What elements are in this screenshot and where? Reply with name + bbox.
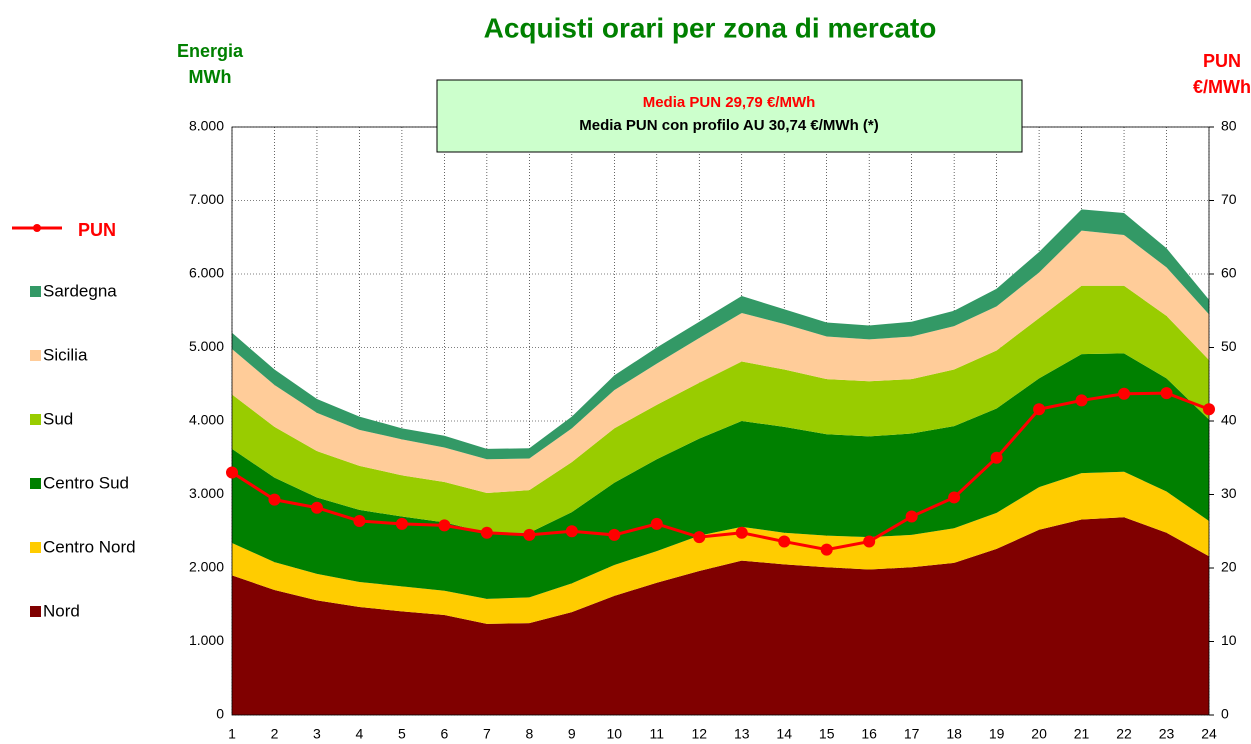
- y2-tick-label: 20: [1221, 559, 1237, 575]
- point: [1160, 387, 1173, 400]
- x-tick-label: 15: [819, 726, 835, 742]
- y-tick-label: 4.000: [189, 412, 224, 428]
- y-tick-label: 3.000: [189, 485, 224, 501]
- legend-label: PUN: [78, 220, 116, 240]
- x-tick-label: 9: [568, 726, 576, 742]
- legend-swatch: [30, 286, 41, 297]
- y2-tick-label: 60: [1221, 265, 1237, 281]
- point: [948, 491, 961, 504]
- area: [232, 285, 1209, 533]
- x-tick-label: 19: [989, 726, 1005, 742]
- legend-swatch: [30, 606, 41, 617]
- legend-label: Centro Sud: [43, 473, 129, 492]
- y-tick-label: 8.000: [189, 118, 224, 134]
- line: [231, 391, 1210, 552]
- x-tick-label: 10: [607, 726, 623, 742]
- annotation: Media PUN 29,79 €/MWh: [643, 94, 816, 111]
- y-tick-label: 6.000: [189, 265, 224, 281]
- legend-swatch: [30, 542, 41, 553]
- point: [268, 493, 281, 506]
- y2-tick-label: 30: [1221, 485, 1237, 501]
- x-tick-label: 14: [776, 726, 792, 742]
- y2-tick-label: 80: [1221, 118, 1237, 134]
- annotation: Media PUN con profilo AU 30,74 €/MWh (*): [579, 117, 878, 134]
- legend-marker: [33, 224, 41, 232]
- y2-axis-label: €/MWh: [1193, 77, 1251, 97]
- area: [232, 517, 1209, 715]
- legend-label: Sardegna: [43, 281, 117, 300]
- x-tick-label: 6: [440, 726, 448, 742]
- legend-swatch: [30, 478, 41, 489]
- y2-axis-label: PUN: [1203, 51, 1241, 71]
- y-tick-label: 5.000: [189, 338, 224, 354]
- point: [990, 451, 1003, 464]
- x-tick-label: 5: [398, 726, 406, 742]
- point: [650, 517, 663, 530]
- y2-tick-label: 40: [1221, 412, 1237, 428]
- y-axis-label: MWh: [189, 67, 232, 87]
- x-tick-label: 17: [904, 726, 920, 742]
- legend-label: Centro Nord: [43, 537, 136, 556]
- legend-swatch: [30, 414, 41, 425]
- area: [232, 353, 1209, 599]
- x-tick-label: 16: [861, 726, 877, 742]
- y-tick-label: 7.000: [189, 191, 224, 207]
- point: [1118, 387, 1131, 400]
- point: [778, 535, 791, 548]
- y-tick-label: 1.000: [189, 632, 224, 648]
- point: [820, 543, 833, 556]
- x-tick-label: 22: [1116, 726, 1132, 742]
- y2-tick-label: 70: [1221, 191, 1237, 207]
- point: [1033, 403, 1046, 416]
- y2-tick-label: 10: [1221, 632, 1237, 648]
- x-tick-label: 13: [734, 726, 750, 742]
- area: [232, 230, 1209, 494]
- x-tick-label: 21: [1074, 726, 1090, 742]
- point: [1203, 403, 1215, 416]
- chart-title: Acquisti orari per zona di mercato: [484, 12, 937, 43]
- point: [693, 531, 706, 544]
- legend-label: Sud: [43, 409, 73, 428]
- point: [608, 528, 621, 541]
- y2-tick-label: 50: [1221, 338, 1237, 354]
- point: [735, 526, 748, 539]
- point: [523, 528, 536, 541]
- point: [565, 525, 578, 538]
- point: [226, 466, 238, 479]
- plot: 0 1.000 2.000 3.000 4.000 5.000 6.000 7.000 8.00…: [12, 79, 1237, 742]
- point: [1075, 394, 1088, 407]
- x-tick-label: 8: [525, 726, 533, 742]
- legend-label: Nord: [43, 601, 80, 620]
- point: [438, 519, 451, 532]
- point: [863, 535, 876, 548]
- x-tick-label: 4: [356, 726, 364, 742]
- legend-swatch: [30, 350, 41, 361]
- point: [310, 501, 323, 514]
- legend-label: Sicilia: [43, 345, 88, 364]
- y-tick-label: 0: [216, 706, 224, 722]
- area: [232, 471, 1209, 624]
- y-tick-label: 2.000: [189, 559, 224, 575]
- point: [353, 514, 366, 527]
- x-tick-label: 3: [313, 726, 321, 742]
- x-tick-label: 1: [228, 726, 236, 742]
- y2-tick-label: 0: [1221, 706, 1229, 722]
- y-axis-label: Energia: [177, 41, 244, 61]
- x-tick-label: 7: [483, 726, 491, 742]
- x-tick-label: 24: [1201, 726, 1217, 742]
- x-tick-label: 18: [946, 726, 962, 742]
- x-tick-label: 11: [650, 726, 665, 742]
- annotation-box: [436, 79, 1023, 153]
- x-tick-label: 2: [271, 726, 279, 742]
- point: [480, 526, 493, 539]
- point: [395, 517, 408, 530]
- x-tick-label: 12: [691, 726, 707, 742]
- point: [905, 510, 918, 523]
- x-tick-label: 20: [1031, 726, 1047, 742]
- x-tick-label: 23: [1159, 726, 1175, 742]
